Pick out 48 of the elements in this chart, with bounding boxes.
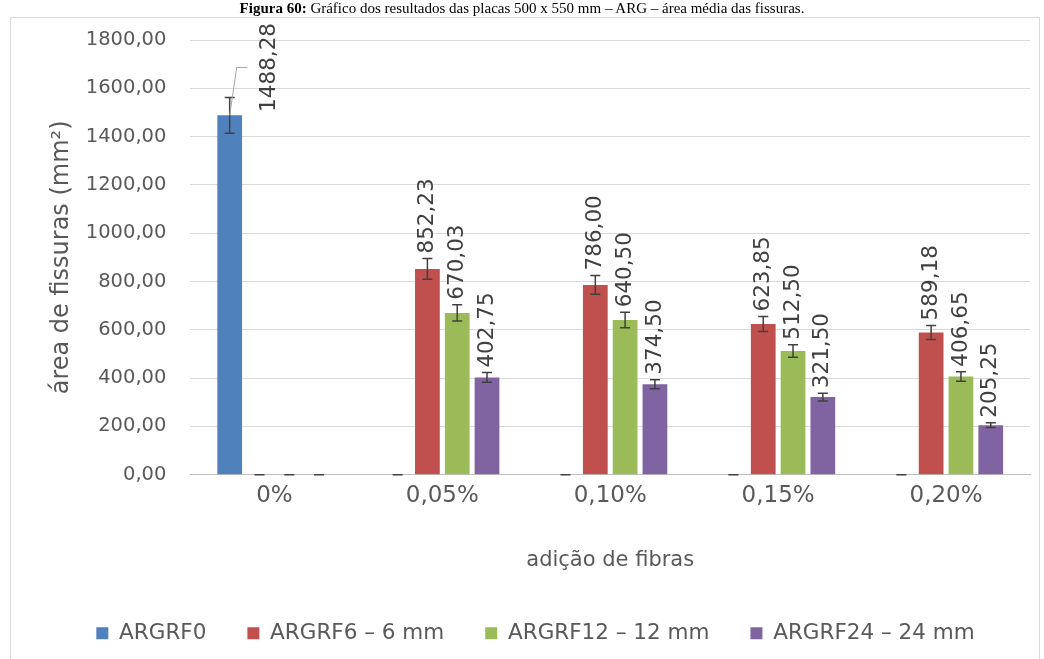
y-tick-label: 1000,00 <box>85 220 167 244</box>
bar <box>582 284 608 475</box>
bar <box>642 384 668 475</box>
x-axis-title: adição de fibras <box>526 547 695 572</box>
bar <box>217 115 243 475</box>
bar <box>978 425 1004 475</box>
bar <box>780 350 806 475</box>
bar <box>612 320 638 475</box>
data-label: 205,25 <box>976 342 1002 418</box>
y-tick-label: 1600,00 <box>85 75 167 99</box>
legend-label: ARGRF0 <box>119 618 207 644</box>
x-tick-label: 0,05% <box>405 481 479 508</box>
data-label: 321,50 <box>808 312 834 389</box>
data-label: 623,85 <box>748 236 774 312</box>
y-tick-label: 1200,00 <box>85 171 167 195</box>
bar <box>810 397 836 475</box>
y-tick-label: 800,00 <box>98 268 167 292</box>
bar <box>750 324 776 475</box>
data-label: 640,50 <box>610 232 636 308</box>
x-tick-label: 0,10% <box>573 481 647 508</box>
y-tick-label: 1400,00 <box>85 123 167 147</box>
y-tick-label: 1800,00 <box>85 27 167 51</box>
data-label: 402,75 <box>472 292 498 368</box>
bar <box>415 268 440 475</box>
bar <box>918 332 944 475</box>
y-tick-label: 400,00 <box>98 365 167 389</box>
data-label: 670,03 <box>442 224 468 300</box>
x-tick-label: 0% <box>256 481 293 508</box>
bar <box>948 376 974 475</box>
data-label: 1488,28 <box>254 22 280 112</box>
bar <box>474 377 500 475</box>
data-label: 374,50 <box>640 299 666 375</box>
x-tick-label: 0,15% <box>741 481 815 508</box>
y-tick-label: 200,00 <box>98 413 167 437</box>
legend-label: ARGRF12 – 12 mm <box>507 618 710 644</box>
data-label: 786,00 <box>580 195 606 271</box>
y-axis-title: área de fissuras (mm²) <box>45 120 74 395</box>
chart-title: Figura 60: Gráfico dos resultados das placas 500 x 550 mm – ARG – área média das fissuras. <box>239 0 805 16</box>
data-label: 589,18 <box>916 245 942 321</box>
y-tick-label: 600,00 <box>98 316 167 340</box>
data-label: 406,65 <box>946 291 972 367</box>
bar <box>444 312 470 475</box>
legend-label: ARGRF24 – 24 mm <box>773 618 975 644</box>
legend-label: ARGRF6 – 6 mm <box>270 618 445 644</box>
y-tick-label: 0,00 <box>123 461 167 485</box>
data-label: 852,23 <box>412 178 438 254</box>
x-tick-label: 0,20% <box>909 481 983 508</box>
data-label: 512,50 <box>778 264 804 340</box>
